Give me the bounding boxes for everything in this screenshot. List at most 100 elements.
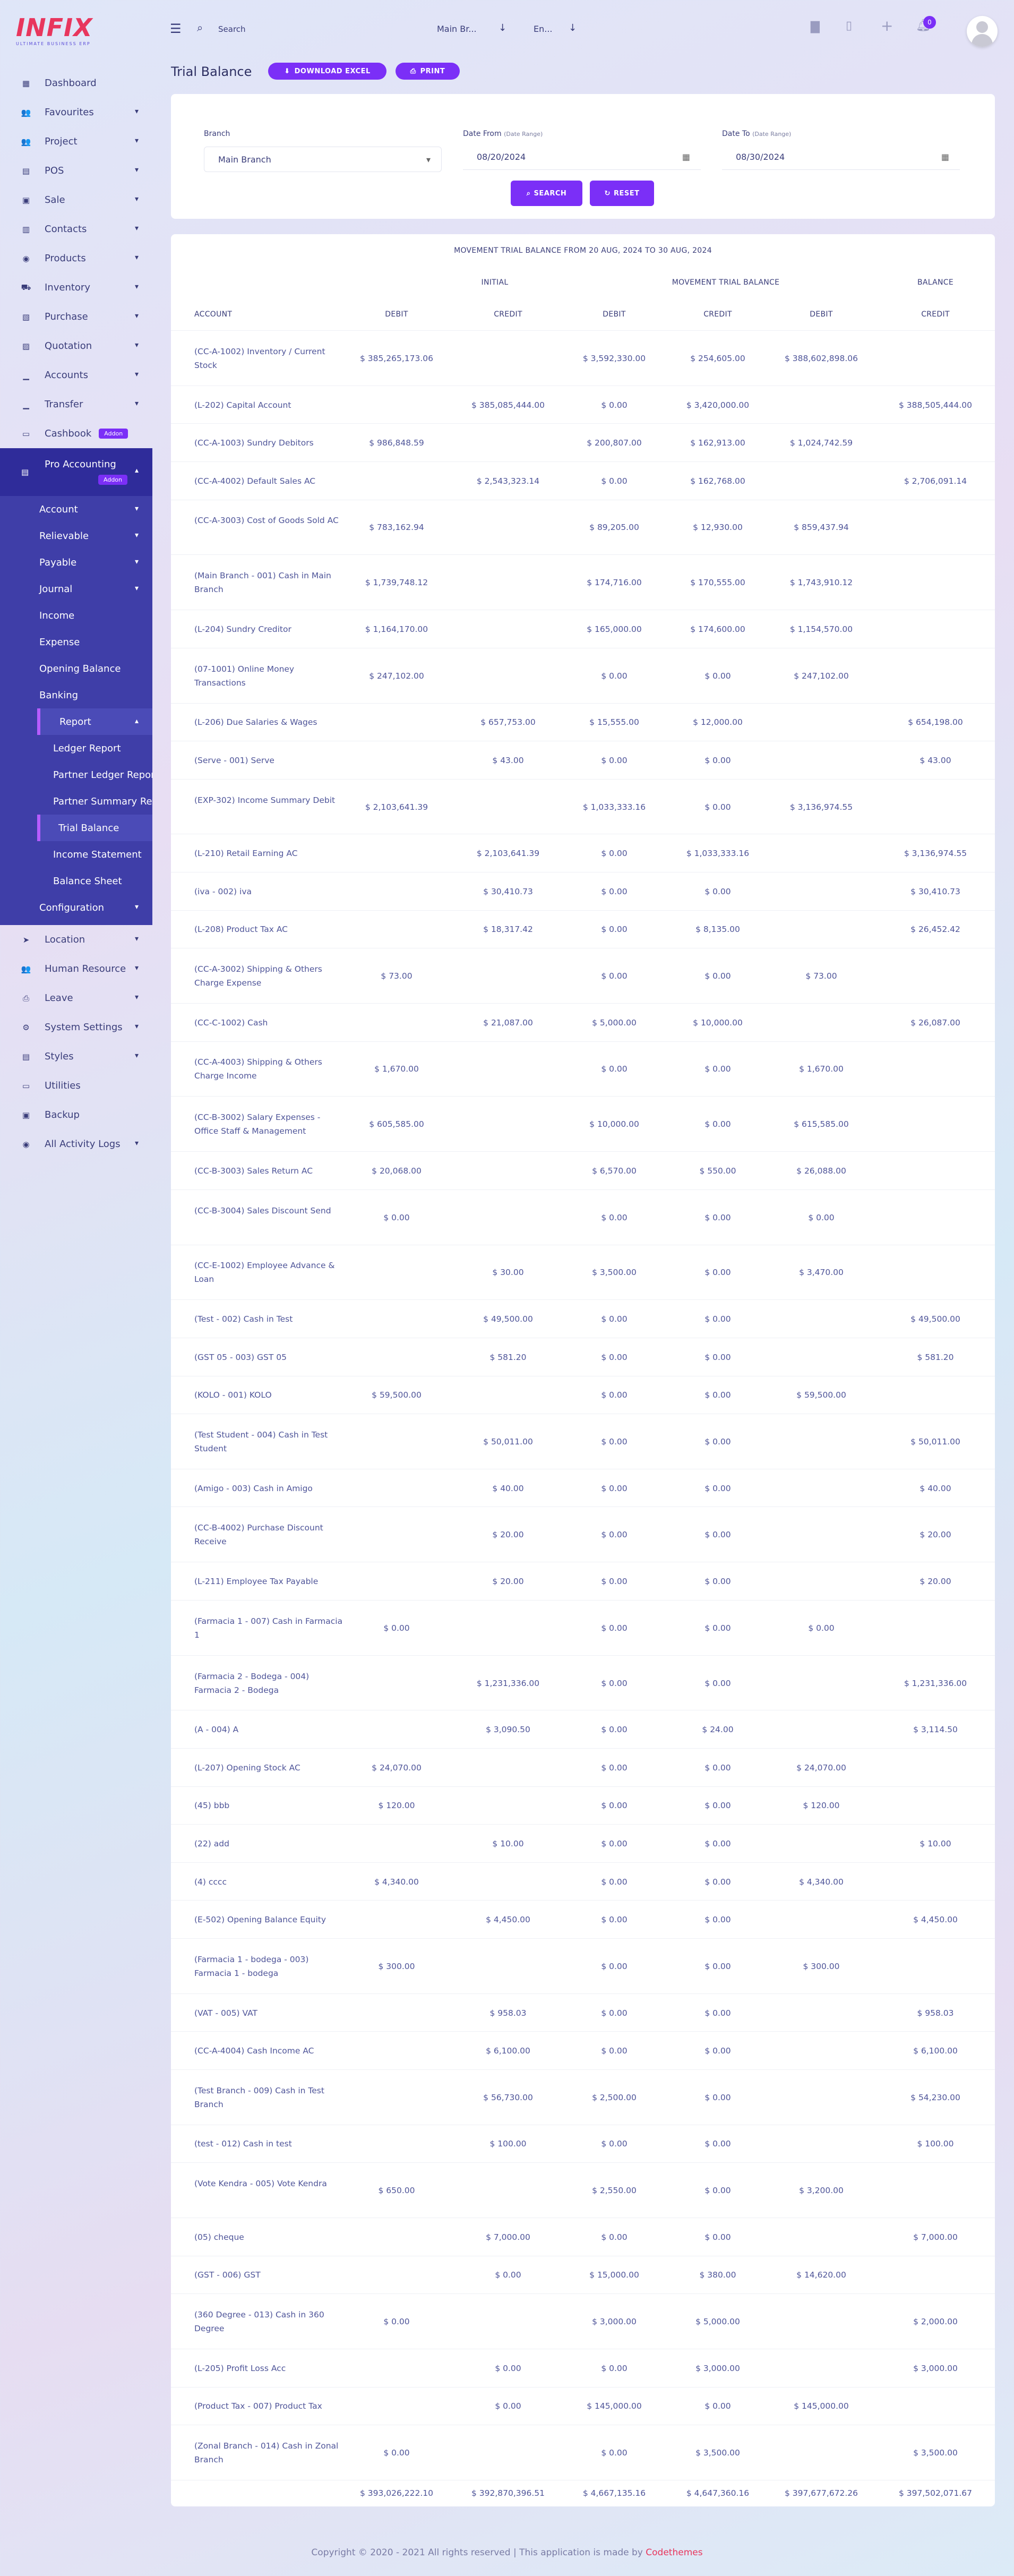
account-name[interactable]: (CC-C-1002) Cash (194, 1017, 268, 1028)
sidebar-item[interactable]: ▧ Purchase ▾ (0, 302, 152, 331)
search-input[interactable]: Search (218, 24, 246, 34)
account-name[interactable]: (GST - 006) GST (194, 2270, 261, 2280)
account-name[interactable]: (EXP-302) Income Summary Debit (194, 795, 336, 805)
submenu-item[interactable]: Opening Balance (0, 655, 152, 682)
account-name[interactable]: (Product Tax - 007) Product Tax (194, 2401, 322, 2411)
reset-button[interactable]: ↻ RESET (590, 181, 654, 206)
account-name[interactable]: (CC-A-4003) Shipping & Others Charge Inc… (194, 1057, 322, 1081)
account-name[interactable]: (VAT - 005) VAT (194, 2008, 258, 2018)
submenu-item-report[interactable]: Report ▴ (37, 708, 152, 735)
sidebar-item[interactable]: ▦ Dashboard (0, 69, 152, 98)
account-name[interactable]: (07-1001) Online Money Transactions (194, 664, 295, 688)
account-name[interactable]: (L-202) Capital Account (194, 400, 291, 410)
account-name[interactable]: (GST 05 - 003) GST 05 (194, 1352, 287, 1362)
account-name[interactable]: (Zonal Branch - 014) Cash in Zonal Branc… (194, 2441, 339, 2465)
account-name[interactable]: (CC-A-3002) Shipping & Others Charge Exp… (194, 964, 322, 988)
sidebar-item[interactable]: ▤ POS ▾ (0, 156, 152, 185)
account-name[interactable]: (CC-B-3004) Sales Discount Send (194, 1205, 331, 1216)
report-submenu-item[interactable]: Ledger Report (0, 735, 152, 761)
account-name[interactable]: (CC-B-4002) Purchase Discount Receive (194, 1523, 323, 1547)
account-name[interactable]: (L-208) Product Tax AC (194, 925, 288, 935)
account-name[interactable]: (CC-A-1003) Sundry Debitors (194, 438, 314, 448)
sidebar-item[interactable]: ⛟ Inventory ▾ (0, 273, 152, 302)
report-submenu-item[interactable]: Partner Ledger Report (0, 761, 152, 788)
account-name[interactable]: (test - 012) Cash in test (194, 2139, 292, 2149)
account-name[interactable]: (360 Degree - 013) Cash in 360 Degree (194, 2310, 324, 2334)
branch-select[interactable]: Main Br... (437, 24, 477, 34)
language-select[interactable]: En... (534, 24, 553, 34)
branch-select-field[interactable]: Main Branch ▾ (204, 147, 442, 172)
sidebar-item[interactable]: ▣ Sale ▾ (0, 185, 152, 215)
sidebar-item[interactable]: 👥 Human Resource ▾ (0, 954, 152, 983)
report-submenu-item[interactable]: Income Statement (0, 841, 152, 868)
report-submenu-item[interactable]: Balance Sheet (0, 868, 152, 894)
sidebar-item[interactable]: ▥ Contacts ▾ (0, 215, 152, 244)
account-name[interactable]: (E-502) Opening Balance Equity (194, 1915, 326, 1925)
sidebar-item[interactable]: ▨ Quotation ▾ (0, 331, 152, 361)
date-to-input[interactable]: 08/30/2024 ▦ (722, 144, 960, 170)
sidebar-item[interactable]: ⚙ System Settings ▾ (0, 1013, 152, 1042)
account-name[interactable]: (L-206) Due Salaries & Wages (194, 717, 317, 728)
submenu-item[interactable]: Income (0, 602, 152, 629)
print-button[interactable]: ⎙ PRINT (396, 63, 460, 80)
report-submenu-item[interactable]: Trial Balance (37, 815, 152, 841)
account-name[interactable]: (Farmacia 1 - 007) Cash in Farmacia 1 (194, 1616, 343, 1640)
submenu-item[interactable]: Payable ▾ (0, 549, 152, 576)
account-name[interactable]: (Serve - 001) Serve (194, 755, 274, 765)
document-icon[interactable]: ▯ (846, 19, 853, 32)
account-name[interactable]: (L-207) Opening Stock AC (194, 1762, 300, 1773)
account-name[interactable]: (iva - 002) iva (194, 886, 252, 896)
submenu-item[interactable]: Banking (0, 682, 152, 708)
calendar-icon[interactable]: ▦ (941, 152, 949, 162)
branch-arrow-icon[interactable]: ↓ (499, 22, 507, 33)
sidebar-item[interactable]: 👥 Favourites ▾ (0, 98, 152, 127)
submenu-item[interactable]: Relievable ▾ (0, 523, 152, 549)
sidebar-item[interactable]: ⎙ Leave ▾ (0, 983, 152, 1013)
account-name[interactable]: (CC-A-4002) Default Sales AC (194, 476, 316, 486)
account-name[interactable]: (Main Branch - 001) Cash in Main Branch (194, 571, 331, 595)
account-name[interactable]: (A - 004) A (194, 1725, 239, 1735)
account-name[interactable]: (CC-B-3003) Sales Return AC (194, 1166, 313, 1176)
sidebar-item[interactable]: ▁ Transfer ▾ (0, 390, 152, 419)
account-name[interactable]: (CC-E-1002) Employee Advance & Loan (194, 1261, 335, 1285)
account-name[interactable]: (Farmacia 2 - Bodega - 004) Farmacia 2 -… (194, 1671, 310, 1695)
add-icon[interactable]: + (881, 17, 893, 35)
hamburger-icon[interactable]: ☰ (170, 21, 182, 36)
account-name[interactable]: (Test Branch - 009) Cash in Test Branch (194, 2085, 324, 2109)
sidebar-item[interactable]: ◉ Products ▾ (0, 244, 152, 273)
sidebar-item-pro-accounting[interactable]: ▤ Pro Accounting Addon ▴ (0, 448, 152, 496)
sidebar-item[interactable]: ▤ Styles ▾ (0, 1042, 152, 1071)
account-name[interactable]: (22) add (194, 1838, 229, 1848)
account-name[interactable]: (Test - 002) Cash in Test (194, 1314, 293, 1324)
account-name[interactable]: (KOLO - 001) KOLO (194, 1390, 272, 1400)
account-name[interactable]: (L-205) Profit Loss Acc (194, 2363, 286, 2373)
account-name[interactable]: (L-204) Sundry Creditor (194, 624, 291, 634)
account-name[interactable]: (45) bbb (194, 1801, 230, 1811)
report-submenu-item[interactable]: Partner Summary Report (0, 788, 152, 815)
account-name[interactable]: (CC-A-3003) Cost of Goods Sold AC (194, 516, 339, 526)
logo[interactable]: INFIX ULTIMATE BUSINESS ERP (16, 15, 96, 47)
account-name[interactable]: (4) cccc (194, 1877, 227, 1887)
sidebar-item[interactable]: 👥 Project ▾ (0, 127, 152, 156)
submenu-item-configuration[interactable]: Configuration ▾ (0, 894, 152, 921)
sidebar-item[interactable]: ▁ Accounts ▾ (0, 361, 152, 390)
footer-brand-link[interactable]: Codethemes (646, 2547, 703, 2558)
account-name[interactable]: (Test Student - 004) Cash in Test Studen… (194, 1430, 328, 1453)
submenu-item[interactable]: Journal ▾ (0, 576, 152, 602)
submenu-item[interactable]: Expense (0, 629, 152, 655)
submenu-item[interactable]: Account ▾ (0, 496, 152, 523)
account-name[interactable]: (05) cheque (194, 2232, 244, 2242)
account-name[interactable]: (Vote Kendra - 005) Vote Kendra (194, 2179, 327, 2189)
account-name[interactable]: (CC-A-4004) Cash Income AC (194, 2046, 314, 2056)
sidebar-item[interactable]: ➤ Location ▾ (0, 925, 152, 954)
account-name[interactable]: (L-211) Employee Tax Payable (194, 1577, 319, 1587)
sidebar-item-cashbook[interactable]: ▭ Cashbook Addon (0, 419, 152, 448)
language-arrow-icon[interactable]: ↓ (569, 22, 577, 33)
account-name[interactable]: (Farmacia 1 - bodega - 003) Farmacia 1 -… (194, 1954, 309, 1978)
download-excel-button[interactable]: ⬇ DOWNLOAD EXCEL (268, 63, 386, 80)
date-from-input[interactable]: 08/20/2024 ▦ (463, 144, 701, 170)
account-name[interactable]: (CC-A-1002) Inventory / Current Stock (194, 346, 325, 370)
account-name[interactable]: (CC-B-3002) Salary Expenses - Office Sta… (194, 1112, 321, 1136)
account-name[interactable]: (Amigo - 003) Cash in Amigo (194, 1483, 313, 1493)
sidebar-item[interactable]: ▣ Backup (0, 1100, 152, 1129)
